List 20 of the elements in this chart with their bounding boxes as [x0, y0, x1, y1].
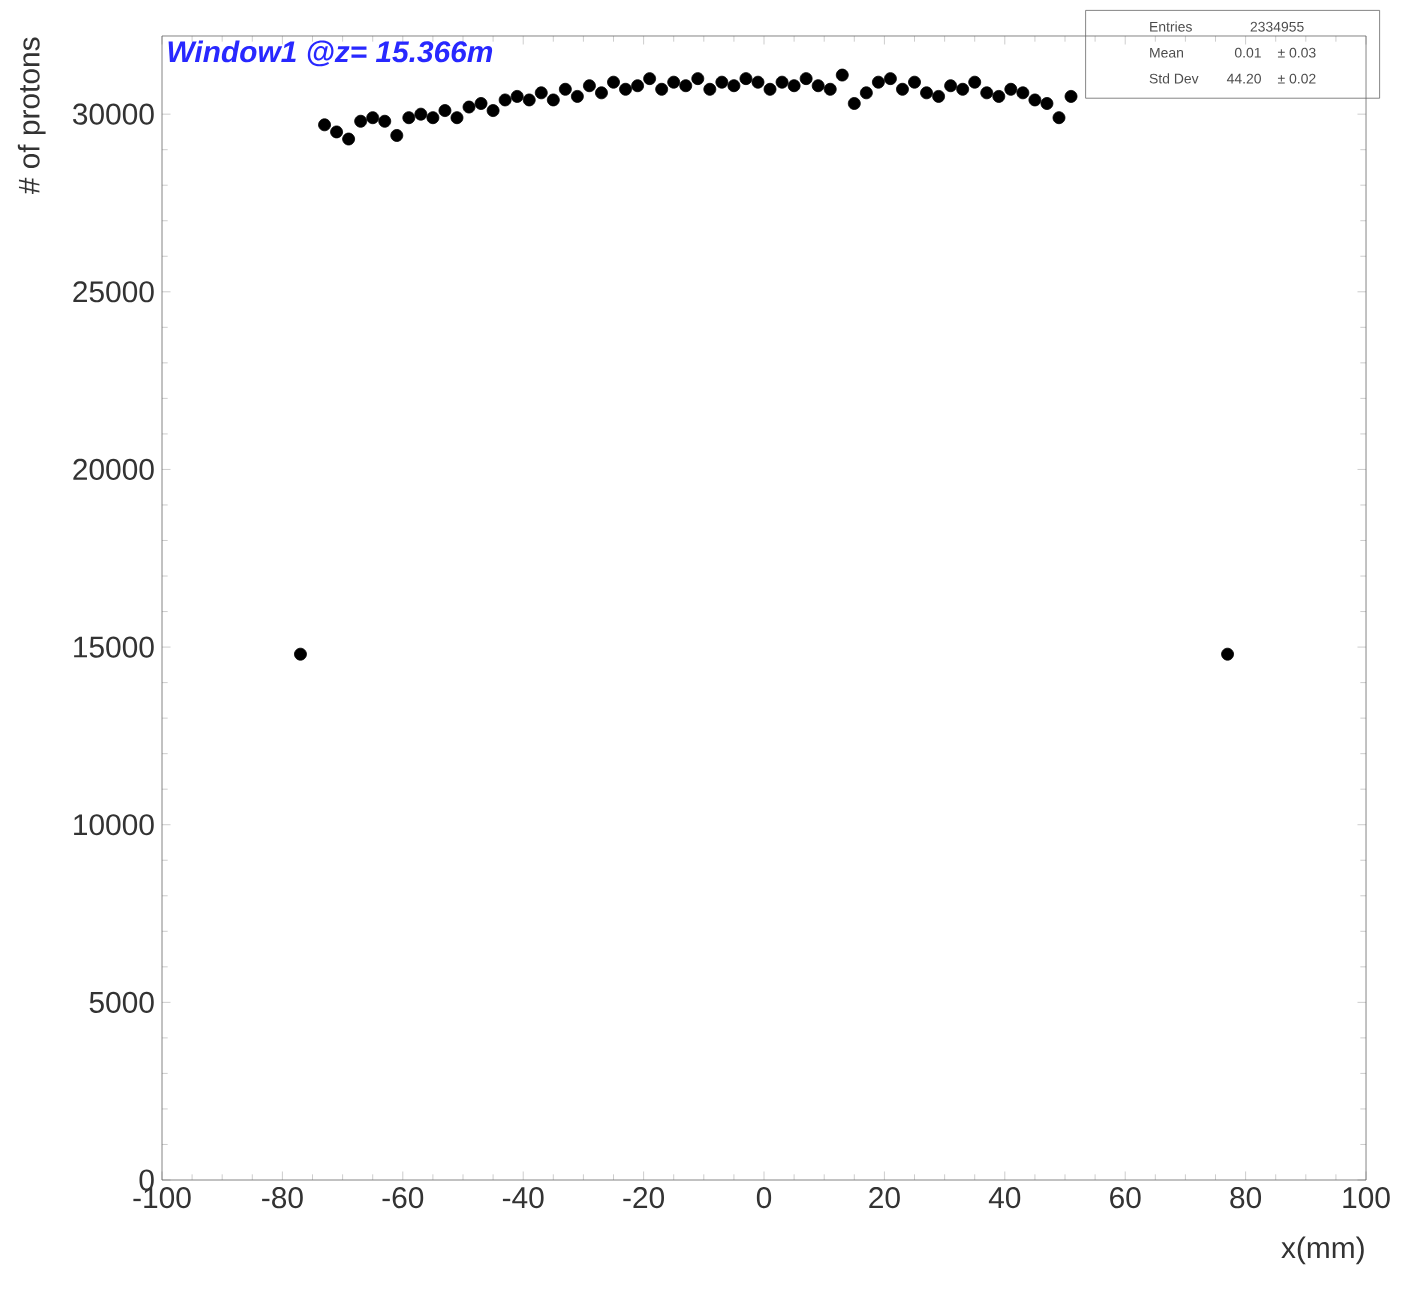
y-tick-label: 30000: [72, 103, 154, 125]
x-tick-label: -80: [262, 1187, 303, 1209]
x-tick-label: -20: [623, 1187, 665, 1209]
chart-title: Window1 @z= 15.366m: [168, 40, 493, 67]
x-tick-label: 60: [1110, 1187, 1141, 1209]
y-tick-label: 5000: [89, 991, 154, 1013]
x-axis-title: x(mm): [1281, 1236, 1364, 1265]
x-tick-label: 40: [988, 1187, 1021, 1209]
x-tick-label: 80: [1230, 1187, 1262, 1209]
y-tick-label: 10000: [74, 814, 154, 836]
x-tick-label: -60: [382, 1187, 424, 1209]
y-tick-label: 20000: [73, 458, 154, 481]
x-tick-label: 100: [1343, 1187, 1390, 1209]
y-tick-label: 15000: [74, 636, 154, 658]
y-axis-title: # of protons: [17, 37, 46, 195]
y-tick-label: 25000: [73, 281, 154, 303]
x-tick-label: 20: [869, 1187, 900, 1209]
x-tick-label: -40: [502, 1187, 544, 1209]
x-tick-label: -100: [133, 1187, 191, 1209]
x-tick-label: 0: [756, 1187, 772, 1209]
